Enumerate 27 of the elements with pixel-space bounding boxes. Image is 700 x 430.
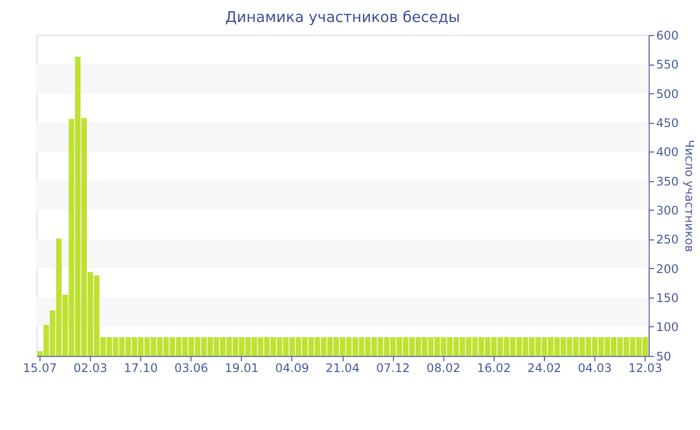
x-tick-label: 16.02: [476, 361, 511, 376]
x-tick-label: 07.12: [376, 361, 410, 376]
x-tick-label: 03.06: [174, 361, 208, 376]
x-tick-label: 15.07: [23, 361, 57, 376]
y-tick-label: 250: [656, 232, 679, 247]
x-tick-label: 17.10: [124, 361, 158, 376]
y-tick-label: 50: [656, 349, 672, 364]
y-tick-label: 550: [656, 58, 679, 72]
y-tick-label: 400: [656, 145, 679, 160]
y-tick-label: 450: [656, 116, 679, 130]
y-tick-label: 100: [656, 320, 679, 334]
y-axis-title: Число участников: [682, 140, 697, 252]
y-tick-label: 150: [656, 290, 679, 305]
x-tick-label: 19.01: [224, 361, 259, 376]
x-tick-label: 24.02: [527, 361, 562, 376]
x-tick-label: 12.03: [628, 361, 662, 376]
y-tick-label: 500: [656, 86, 679, 101]
x-tick-label: 04.03: [578, 361, 612, 376]
chart-title: Динамика участников беседы: [225, 9, 460, 26]
x-tick-label: 04.09: [275, 361, 310, 376]
x-tick-label: 02.03: [73, 361, 108, 376]
y-tick-label: 200: [656, 262, 679, 276]
y-tick-label: 350: [656, 174, 679, 188]
x-tick-label: 21.04: [326, 361, 360, 376]
x-tick-label: 08.02: [426, 361, 460, 376]
y-tick-label: 300: [656, 203, 679, 218]
y-tick-label: 600: [656, 28, 679, 42]
